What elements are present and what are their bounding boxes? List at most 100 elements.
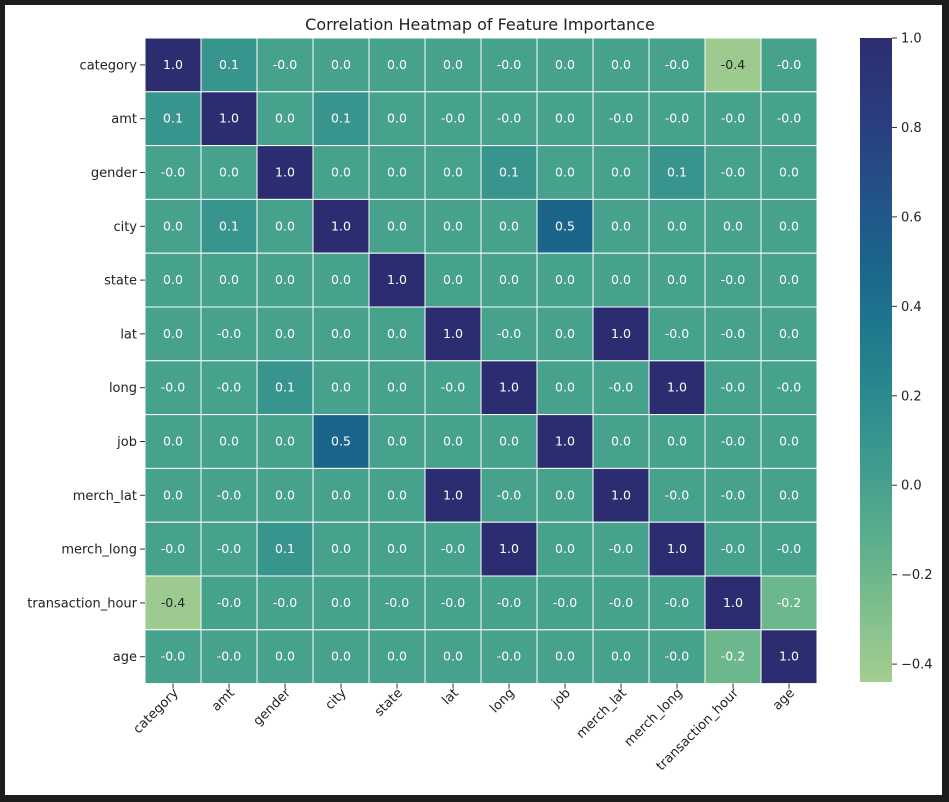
cell-value-label: 0.0 <box>611 165 631 180</box>
cell-value-label: 0.5 <box>555 218 575 233</box>
cell-value-label: 0.0 <box>555 649 575 664</box>
cell-value-label: 0.0 <box>219 434 239 449</box>
cell-value-label: -0.0 <box>217 649 241 664</box>
cell-value-label: -0.0 <box>161 165 185 180</box>
cell-value-label: 0.0 <box>387 541 407 556</box>
heatmap-cell <box>592 360 650 416</box>
cell-value-label: -0.0 <box>217 326 241 341</box>
cell-value-label: 0.0 <box>779 165 799 180</box>
y-tick-label: city <box>113 220 137 235</box>
cell-value-label: 1.0 <box>331 218 351 233</box>
cell-value-label: -0.0 <box>217 487 241 502</box>
cell-value-label: 0.1 <box>219 57 239 72</box>
heatmap-cell <box>424 467 482 523</box>
heatmap-cell <box>480 629 538 685</box>
heatmap-cell <box>424 91 482 147</box>
y-tick-label: job <box>116 435 137 450</box>
y-tick-label: long <box>109 381 137 396</box>
cell-value-label: -0.0 <box>777 57 801 72</box>
heatmap-cell <box>648 521 706 577</box>
heatmap-cell <box>648 360 706 416</box>
heatmap-cell <box>424 629 482 685</box>
x-tick-label: amt <box>209 686 238 715</box>
cell-value-label: -0.0 <box>441 541 465 556</box>
cell-value-label: 0.0 <box>555 487 575 502</box>
cell-value-label: 0.0 <box>331 380 351 395</box>
heatmap-cell <box>760 306 818 362</box>
cell-value-label: 1.0 <box>443 487 463 502</box>
cell-value-label: 1.0 <box>667 541 687 556</box>
cell-value-label: 0.5 <box>331 434 351 449</box>
heatmap-cell <box>200 467 258 523</box>
y-tick-label: merch_long <box>61 543 137 558</box>
heatmap-cell <box>256 414 314 469</box>
colorbar-tick-label: −0.4 <box>901 658 933 673</box>
heatmap-cell <box>144 252 202 308</box>
cell-value-label: -0.0 <box>217 380 241 395</box>
heatmap-cell <box>144 145 202 200</box>
cell-value-label: 0.0 <box>779 218 799 233</box>
heatmap-cell <box>312 306 370 362</box>
cell-value-label: -0.0 <box>161 541 185 556</box>
heatmap-cell <box>368 521 426 577</box>
colorbar-tick-label: 1.0 <box>901 32 922 47</box>
cell-value-label: -0.4 <box>161 595 185 610</box>
x-tick-label: long <box>487 686 517 716</box>
cell-value-label: -0.0 <box>497 111 521 126</box>
cell-value-label: 0.0 <box>275 649 295 664</box>
heatmap-cell <box>200 521 258 577</box>
cell-value-label: 0.0 <box>163 272 183 287</box>
heatmap-cell <box>760 145 818 200</box>
cell-value-label: 0.0 <box>331 595 351 610</box>
cell-value-label: -0.0 <box>665 487 689 502</box>
heatmap-cell <box>368 91 426 147</box>
cell-value-label: -0.0 <box>273 57 297 72</box>
heatmap-cell <box>256 145 314 200</box>
y-tick-label: state <box>104 274 137 289</box>
cell-value-label: 0.0 <box>331 272 351 287</box>
cell-value-label: 0.0 <box>443 434 463 449</box>
cell-value-label: 0.0 <box>387 487 407 502</box>
x-tick-label: state <box>372 686 406 720</box>
cell-value-label: 0.0 <box>443 272 463 287</box>
cell-value-label: 0.0 <box>331 165 351 180</box>
y-tick-labels: category amt gender city state lat long job merc… <box>27 58 145 665</box>
cell-value-label: -0.0 <box>721 434 745 449</box>
heatmap-cell <box>760 467 818 523</box>
heatmap-cell <box>144 198 202 254</box>
heatmap-cell <box>256 629 314 685</box>
cell-value-label: 0.0 <box>331 487 351 502</box>
cell-value-label: 0.0 <box>555 380 575 395</box>
cell-value-label: 0.0 <box>275 487 295 502</box>
heatmap-cell <box>200 629 258 685</box>
heatmap-cell <box>480 145 538 200</box>
cell-value-label: 0.0 <box>163 326 183 341</box>
cell-value-label: -0.0 <box>721 326 745 341</box>
cell-value-label: 0.0 <box>387 111 407 126</box>
heatmap-cell <box>536 467 594 523</box>
cell-value-label: 0.0 <box>331 649 351 664</box>
cell-value-label: 0.0 <box>443 218 463 233</box>
cell-value-label: 0.0 <box>611 272 631 287</box>
cell-value-label: 0.1 <box>219 218 239 233</box>
colorbar-gradient <box>860 38 892 682</box>
cell-value-label: -0.0 <box>497 57 521 72</box>
cell-value-label: -0.0 <box>553 595 577 610</box>
heatmap-cell <box>256 360 314 416</box>
cell-value-label: 0.0 <box>163 218 183 233</box>
heatmap-cell <box>200 360 258 416</box>
heatmap-cell <box>144 37 202 93</box>
heatmap-cell <box>480 198 538 254</box>
x-tick-label: lat <box>439 686 461 708</box>
x-tick-label: category <box>131 686 182 737</box>
figure-canvas: Correlation Heatmap of Feature Importanc… <box>5 5 942 795</box>
heatmap-cell <box>536 306 594 362</box>
cell-value-label: 1.0 <box>779 649 799 664</box>
heatmap-cell <box>424 360 482 416</box>
heatmap-cell <box>704 360 762 416</box>
heatmap-cell <box>536 91 594 147</box>
cell-value-label: -0.0 <box>161 649 185 664</box>
y-tick-label: category <box>80 58 138 73</box>
heatmap-cell <box>424 575 482 631</box>
cell-value-label: 0.0 <box>779 434 799 449</box>
